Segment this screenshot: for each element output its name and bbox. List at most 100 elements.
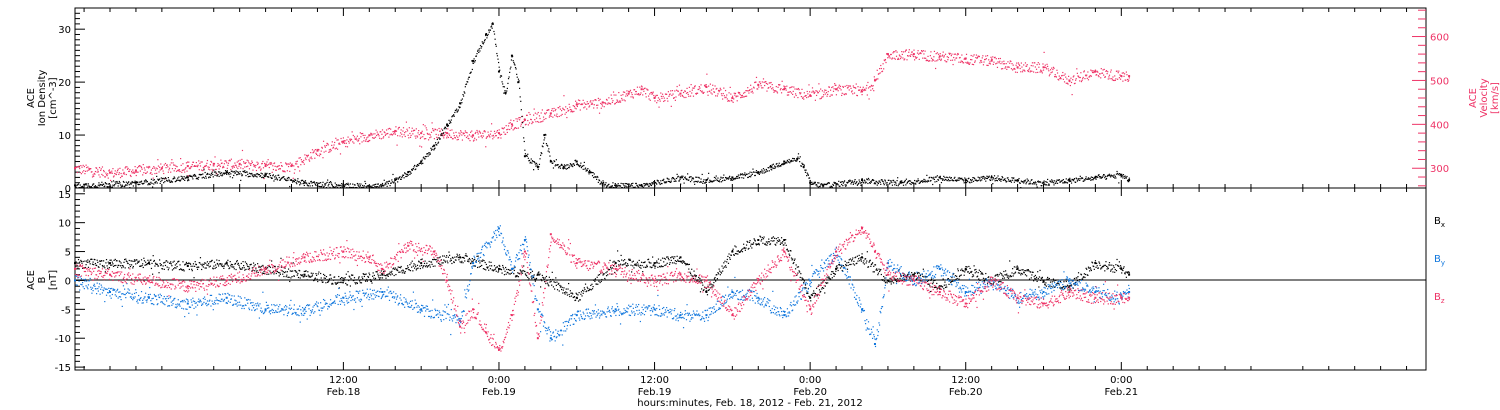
- velocity-dot: [615, 94, 617, 96]
- velocity-dot: [295, 161, 297, 163]
- bx-point: [497, 267, 500, 270]
- density-dot: [395, 177, 397, 179]
- velocity-dot: [908, 49, 910, 51]
- bx-dot: [520, 272, 522, 274]
- density-dot: [179, 180, 181, 182]
- velocity-dot: [840, 89, 842, 91]
- bx-dot: [579, 299, 581, 301]
- density-dot: [237, 171, 239, 173]
- velocity-dot: [136, 171, 138, 173]
- density-dot: [582, 168, 584, 170]
- velocity-dot: [663, 100, 665, 103]
- density-point: [303, 181, 306, 184]
- velocity-dot: [674, 99, 676, 101]
- velocity-dot: [381, 129, 384, 131]
- velocity-dot: [512, 124, 514, 126]
- velocity-dot: [818, 90, 821, 92]
- velocity-dot: [612, 100, 614, 102]
- velocity-dot: [328, 151, 330, 153]
- density-dot: [481, 46, 483, 48]
- density-dot: [384, 182, 387, 184]
- velocity-dot: [1062, 71, 1064, 74]
- velocity-dot: [437, 137, 439, 139]
- velocity-dot: [407, 134, 409, 136]
- velocity-dot: [1045, 68, 1048, 70]
- velocity-dot: [587, 102, 590, 105]
- density-dot: [911, 182, 913, 184]
- bx-dot: [374, 277, 377, 280]
- y2-tick-label: 300: [1430, 164, 1449, 175]
- panel2-frame: [74, 187, 1427, 371]
- density-dot: [512, 60, 514, 62]
- velocity-dot: [147, 167, 150, 169]
- density-dot: [439, 138, 441, 140]
- velocity-dot: [629, 91, 631, 93]
- velocity-dot: [1063, 81, 1066, 83]
- velocity-dot: [268, 166, 270, 169]
- velocity-dot: [848, 89, 850, 91]
- bx-dot: [383, 270, 385, 273]
- velocity-dot: [1110, 71, 1112, 73]
- density-dot: [236, 171, 238, 173]
- velocity-dot: [648, 98, 650, 100]
- density-dot: [681, 175, 683, 177]
- bx-dot: [562, 289, 564, 291]
- velocity-dot: [235, 164, 237, 166]
- density-dot: [528, 159, 531, 162]
- density-dot: [224, 169, 227, 172]
- density-dot: [187, 178, 189, 181]
- bx-dot: [471, 260, 473, 262]
- velocity-dot: [682, 91, 685, 94]
- velocity-dot: [142, 163, 144, 166]
- bx-dot: [555, 284, 557, 287]
- velocity-dot: [688, 95, 690, 97]
- density-dot: [130, 183, 132, 185]
- velocity-dot: [808, 91, 811, 93]
- bx-dot: [339, 281, 341, 284]
- velocity-dot: [230, 168, 232, 171]
- density-dot: [237, 173, 239, 176]
- density-dot: [873, 179, 875, 182]
- density-dot: [943, 175, 945, 178]
- density-dot: [380, 186, 382, 188]
- velocity-dot: [673, 96, 675, 99]
- velocity-dot: [315, 152, 317, 154]
- velocity-dot: [1012, 69, 1014, 71]
- velocity-dot: [540, 121, 542, 123]
- density-dot: [664, 182, 666, 184]
- velocity-dot: [946, 56, 948, 58]
- density-dot: [638, 187, 640, 189]
- velocity-dot: [678, 94, 680, 96]
- velocity-dot: [1087, 79, 1090, 81]
- velocity-dot: [81, 166, 83, 168]
- velocity-dot: [1100, 68, 1102, 70]
- velocity-dot: [654, 100, 656, 102]
- density-dot: [240, 179, 242, 182]
- velocity-dot: [322, 140, 325, 142]
- velocity-dot: [437, 134, 440, 136]
- density-dot: [625, 185, 627, 187]
- velocity-dot: [125, 166, 127, 168]
- velocity-dot: [448, 134, 451, 137]
- velocity-dot: [1055, 76, 1057, 78]
- density-dot: [112, 180, 115, 182]
- velocity-dot: [1094, 70, 1096, 72]
- density-dot: [610, 185, 612, 187]
- bx-dot: [465, 253, 467, 255]
- bx-dot: [142, 263, 144, 265]
- velocity-dot: [331, 144, 333, 146]
- density-dot: [653, 181, 655, 183]
- velocity-dot: [676, 85, 678, 88]
- density-dot: [1014, 179, 1017, 181]
- density-dot: [904, 180, 906, 183]
- bx-dot: [564, 293, 566, 295]
- velocity-dot: [476, 131, 479, 133]
- density-dot: [835, 182, 837, 184]
- velocity-dot: [489, 136, 491, 138]
- bx-dot: [590, 289, 592, 291]
- velocity-dot: [997, 61, 999, 63]
- velocity-dot: [559, 105, 561, 108]
- density-dot: [1035, 184, 1038, 186]
- velocity-dot: [429, 137, 431, 139]
- velocity-dot: [674, 90, 676, 92]
